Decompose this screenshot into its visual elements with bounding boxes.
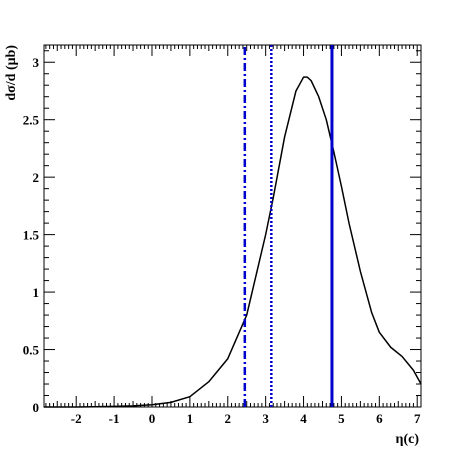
x-tick-label: 3 bbox=[262, 411, 269, 426]
x-tick-label: 1 bbox=[187, 411, 194, 426]
curves bbox=[44, 76, 422, 408]
y-tick-label: 0 bbox=[33, 400, 40, 415]
x-tick-label: 7 bbox=[414, 411, 421, 426]
plot-frame bbox=[43, 44, 422, 408]
y-tick-label: 2 bbox=[33, 170, 40, 185]
x-axis-title: η(c) bbox=[396, 432, 420, 447]
tick-labels: -2 -1 0 1 2 3 4 5 6 7 0 0.5 1 1.5 2 2.5 3 bbox=[23, 55, 421, 426]
x-tick-label: -2 bbox=[71, 411, 82, 426]
x-tick-label: 5 bbox=[338, 411, 345, 426]
y-tick-label: 1.5 bbox=[23, 228, 40, 243]
x-tick-label: -1 bbox=[109, 411, 120, 426]
x-tick-label: 4 bbox=[300, 411, 307, 426]
x-tick-label: 0 bbox=[149, 411, 156, 426]
vertical-lines bbox=[243, 45, 334, 407]
y-tick-label: 1 bbox=[33, 285, 40, 300]
y-axis-title: dσ/d (μb) bbox=[4, 45, 19, 101]
y-tick-label: 0.5 bbox=[23, 343, 40, 358]
y-tick-label: 2.5 bbox=[23, 113, 40, 128]
y-tick-label: 3 bbox=[33, 55, 40, 70]
axis-ticks bbox=[44, 45, 422, 408]
x-tick-label: 2 bbox=[225, 411, 232, 426]
x-tick-label: 6 bbox=[376, 411, 383, 426]
series-line bbox=[44, 76, 422, 408]
